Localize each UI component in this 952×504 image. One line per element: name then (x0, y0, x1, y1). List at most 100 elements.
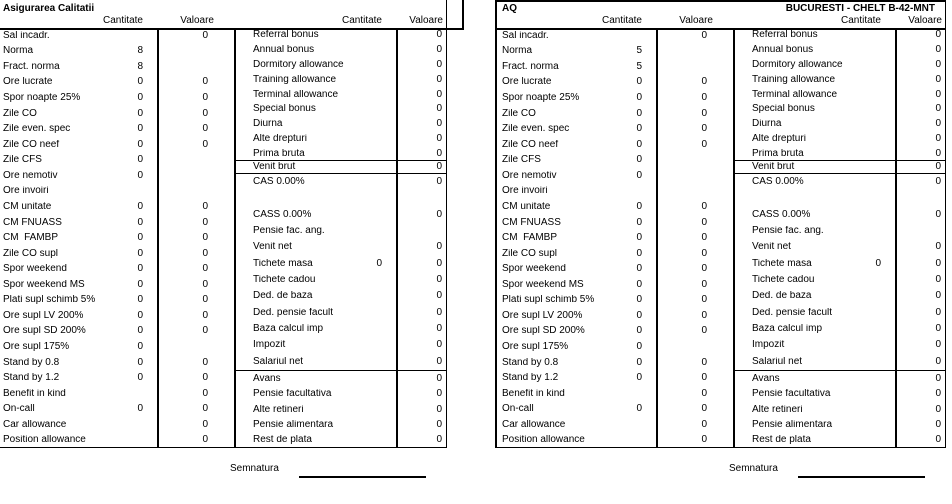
row-label: Zile CO neef (3, 139, 60, 150)
left-border-line (495, 0, 497, 448)
table-row: Pensie fac. ang. (733, 223, 946, 239)
row-label: Salariul net (752, 356, 803, 367)
row-valoare-value: 0 (935, 388, 941, 400)
row-valoare-value: 0 (701, 138, 707, 150)
table-divider-line (234, 28, 236, 448)
row-valoare-value: 0 (436, 118, 442, 130)
row-valoare-value: 0 (202, 123, 208, 135)
row-label: Zile even. spec (502, 124, 570, 135)
row-label: Referral bonus (253, 30, 319, 41)
row-label: Tichete cadou (752, 275, 815, 286)
table-row: Ore supl SD 200% 0 0 (495, 324, 733, 340)
table-row: Spor noapte 25% 0 0 (495, 90, 733, 106)
panel-subtitle: BUCURESTI - CHELT B-42-MNT (785, 3, 935, 14)
row-label: Spor weekend MS (502, 279, 584, 290)
row-valoare-value: 0 (701, 76, 707, 88)
row-label: Ore supl 175% (3, 342, 70, 353)
table-row: CAS 0.00% 0 (733, 174, 946, 190)
table-row: Avans 0 (234, 371, 447, 386)
row-cantitate-value: 0 (137, 247, 143, 259)
row-label: Training allowance (752, 74, 836, 85)
row-label: Zile CO neef (502, 139, 559, 150)
table-row: Zile even. spec 0 0 (495, 121, 733, 137)
table-row: Zile CO neef 0 0 (495, 137, 733, 153)
row-valoare-value: 0 (935, 339, 941, 351)
row-valoare-value: 0 (436, 418, 442, 430)
row-label: CM FNUASS (502, 217, 561, 228)
row-valoare-value: 0 (202, 356, 208, 368)
table-row: Sal incadr. 0 (0, 28, 234, 44)
row-label: Pensie facultativa (253, 389, 332, 400)
row-valoare-value: 0 (202, 309, 208, 321)
row-valoare-value: 0 (436, 147, 442, 159)
row-label: Ore nemotiv (3, 170, 58, 181)
table-row: Spor weekend MS 0 0 (495, 277, 733, 293)
row-cantitate-value: 0 (137, 200, 143, 212)
row-label: Zile even. spec (3, 124, 71, 135)
row-valoare-value: 0 (202, 434, 208, 446)
table-row: Prima bruta 0 (234, 146, 447, 161)
row-label: Pensie facultativa (752, 389, 831, 400)
row-valoare-value: 0 (436, 372, 442, 384)
row-label: Ore invoiri (502, 186, 548, 197)
table-row: Venit brut 0 (234, 161, 447, 173)
row-valoare-value: 0 (436, 434, 442, 446)
row-label: Stand by 1.2 (3, 373, 60, 384)
row-label: Stand by 1.2 (502, 373, 559, 384)
row-valoare-value: 0 (701, 434, 707, 446)
table-row: Dormitory allowance 0 (733, 58, 946, 73)
row-label: CAS 0.00% (752, 177, 804, 188)
row-label: Impozit (253, 340, 286, 351)
column-header-valoare: Valoare (679, 15, 713, 26)
row-label: Spor noapte 25% (3, 93, 81, 104)
row-label: Dormitory allowance (752, 59, 843, 70)
column-divider-line (396, 28, 398, 448)
row-label: Zile CO (3, 108, 37, 119)
row-label: Ore invoiri (3, 186, 49, 197)
row-valoare-value: 0 (701, 356, 707, 368)
row-valoare-value: 0 (935, 418, 941, 430)
table-row: Rest de plata 0 (733, 433, 946, 448)
row-valoare-value: 0 (935, 44, 941, 56)
row-cantitate-value: 0 (137, 138, 143, 150)
row-label: Ded. pensie facult (253, 307, 334, 318)
row-valoare-value: 0 (935, 208, 941, 220)
row-label: Annual bonus (253, 45, 315, 56)
right-border-line (445, 0, 447, 448)
row-cantitate-value: 0 (636, 200, 642, 212)
table-row: CM FNUASS 0 0 (495, 215, 733, 231)
row-cantitate-value: 0 (636, 232, 642, 244)
table-row: Pensie facultativa 0 (733, 386, 946, 401)
row-valoare-value: 0 (202, 403, 208, 415)
table-row: Referral bonus 0 (733, 28, 946, 43)
row-label: Terminal allowance (253, 89, 339, 100)
retentions-table: Avans 0 Pensie facultativa 0 Alte retineri 0 P… (234, 370, 447, 448)
row-valoare-value: 0 (935, 88, 941, 100)
row-cantitate-value: 0 (636, 154, 642, 166)
row-valoare-value: 0 (701, 216, 707, 228)
row-label: Alte retineri (752, 404, 803, 415)
table-row: Tichete masa 0 0 (733, 256, 946, 272)
row-valoare-value: 0 (436, 44, 442, 56)
row-valoare-value: 0 (436, 339, 442, 351)
row-label: Ore supl 175% (502, 342, 569, 353)
row-label: Zile CO supl (502, 248, 558, 259)
row-label: Ded. pensie facult (752, 307, 833, 318)
row-valoare-value: 0 (935, 147, 941, 159)
row-label: Spor weekend (502, 264, 566, 275)
row-cantitate-value: 0 (137, 232, 143, 244)
table-row: Ore supl LV 200% 0 0 (0, 308, 234, 324)
column-header-cantitate: Cantitate (102, 15, 143, 26)
signature-label: Semnatura (230, 463, 279, 474)
table-row: Plati supl schimb 5% 0 0 (495, 293, 733, 309)
table-row: Terminal allowance 0 (733, 87, 946, 102)
table-row: Diurna 0 (234, 117, 447, 132)
row-label: Prima bruta (752, 148, 804, 159)
table-divider-line (733, 28, 735, 448)
row-cantitate-value: 0 (137, 278, 143, 290)
table-row: Benefit in kind 0 (0, 386, 234, 402)
table-row: Alte retineri 0 (234, 402, 447, 417)
row-valoare-value: 0 (935, 58, 941, 70)
row-label: Tichete masa (253, 258, 313, 269)
